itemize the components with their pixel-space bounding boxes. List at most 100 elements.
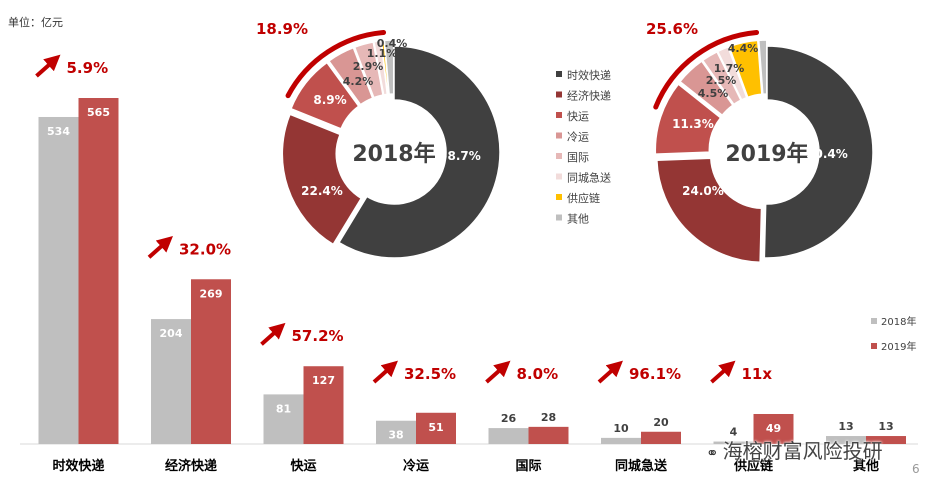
bar-2019	[641, 431, 681, 444]
legend-label: 快运	[567, 110, 589, 123]
growth-label: 8.0%	[517, 365, 559, 383]
growth-label: 96.1%	[629, 365, 681, 383]
category-label: 时效快递	[52, 458, 104, 474]
slice-value-label: 2.5%	[706, 74, 737, 87]
data-label: 13	[838, 420, 853, 433]
bar-2018	[38, 116, 79, 444]
donut-slice	[353, 41, 384, 99]
slice-value-label: 50.4%	[806, 147, 848, 161]
bar-2019	[866, 436, 906, 444]
donut-slice	[383, 39, 395, 96]
legend-swatch	[556, 112, 562, 118]
growth-arrow-icon	[35, 54, 61, 78]
donut-slice	[701, 50, 742, 106]
bar-2018	[151, 319, 191, 444]
slice-value-label: 4.4%	[728, 42, 759, 55]
highlight-arc	[653, 29, 760, 110]
data-label: 204	[160, 327, 183, 340]
growth-arrow-icon	[710, 360, 736, 384]
slice-value-label: 4.5%	[698, 87, 729, 100]
legend-label: 经济快递	[567, 89, 611, 103]
unit-label: 单位：亿元	[8, 16, 63, 29]
highlight-arc	[285, 29, 387, 99]
bar-2019	[416, 412, 456, 444]
slice-value-label: 2.9%	[353, 60, 384, 73]
bar-2018	[263, 394, 304, 444]
donut-slice	[654, 83, 722, 155]
donut-slice	[281, 113, 363, 246]
legend-label: 冷运	[567, 131, 589, 144]
legend-swatch	[556, 214, 562, 221]
slice-value-label: 1.7%	[714, 62, 745, 75]
slice-value-label: 24.0%	[682, 184, 724, 198]
data-label: 10	[613, 422, 629, 435]
legend-swatch	[871, 343, 877, 349]
bar-2018	[488, 428, 529, 444]
pie-charts: 2018年 58.7% 22.4% 8.9% 4.2% 2.9%1.1%0.4% 18.9%…	[256, 20, 874, 264]
donut-slice	[656, 157, 763, 264]
bar-2019	[191, 279, 231, 444]
slice-value-label: 8.9%	[313, 93, 346, 107]
legend-swatch	[556, 132, 562, 139]
donut-slice	[289, 61, 360, 130]
slice-value-label: 1.1%	[367, 47, 398, 60]
growth-arrow-icon	[260, 322, 286, 346]
bar-2018	[376, 420, 416, 444]
data-label: 565	[87, 106, 110, 119]
donut-slice	[728, 39, 763, 99]
category-label: 快运	[290, 458, 316, 474]
data-label: 81	[276, 402, 291, 415]
legend-label: 供应链	[567, 191, 600, 205]
bar-2019	[528, 426, 569, 444]
donut-slice	[763, 45, 874, 259]
wechat-icon: ⚭	[706, 444, 719, 462]
legend-swatch	[556, 173, 562, 180]
category-label: 同城急送	[615, 458, 668, 474]
legend-swatch	[556, 153, 562, 159]
donut-slice	[716, 46, 748, 101]
data-label: 28	[541, 411, 556, 424]
slice-value-label: 11.3%	[672, 117, 714, 131]
legend-label: 国际	[567, 151, 589, 164]
slice-value-label: 4.2%	[343, 75, 374, 88]
data-label: 534	[47, 125, 70, 138]
bar-chart: 534565时效快递5.9%204269经济快递32.0%81127快运57.2…	[20, 54, 918, 474]
highlight-share-label: 18.9%	[256, 20, 308, 38]
slice-value-label: 22.4%	[301, 184, 343, 198]
bar-2019	[753, 413, 794, 444]
bar-2018	[713, 441, 754, 444]
legend-label: 其他	[567, 213, 589, 226]
bar-2018	[826, 436, 866, 444]
growth-arrow-icon	[597, 360, 623, 384]
watermark-text: 海榕财富风险投研	[722, 439, 883, 463]
legend-swatch	[556, 194, 562, 200]
data-label: 51	[428, 421, 443, 434]
legend-swatch	[556, 91, 562, 98]
data-label: 26	[501, 412, 517, 425]
donut-slice	[337, 45, 501, 259]
donut-center-label: 2018年	[352, 141, 435, 167]
category-label: 国际	[515, 459, 541, 474]
donut-slice	[678, 60, 734, 117]
growth-label: 57.2%	[292, 327, 344, 345]
legend-label: 2019年	[881, 340, 916, 353]
category-label: 其他	[853, 458, 879, 474]
data-label: 20	[653, 416, 669, 429]
highlight-share-label: 25.6%	[646, 20, 698, 38]
slice-value-label: 0.4%	[377, 37, 408, 50]
growth-label: 11x	[742, 365, 773, 383]
page-number: 6	[912, 462, 920, 476]
data-label: 4	[730, 426, 738, 439]
data-label: 49	[766, 422, 781, 435]
watermark: ⚭ 海榕财富风险投研	[706, 435, 883, 464]
data-label: 269	[200, 287, 223, 300]
bar-2019	[303, 366, 344, 444]
data-label: 127	[312, 374, 335, 387]
legend-swatch	[556, 71, 562, 77]
growth-arrow-icon	[147, 235, 173, 259]
donut-center-label: 2019年	[725, 141, 808, 167]
legend-label: 同城急送	[567, 171, 611, 185]
data-label: 38	[388, 429, 403, 442]
growth-label: 5.9%	[67, 59, 109, 77]
